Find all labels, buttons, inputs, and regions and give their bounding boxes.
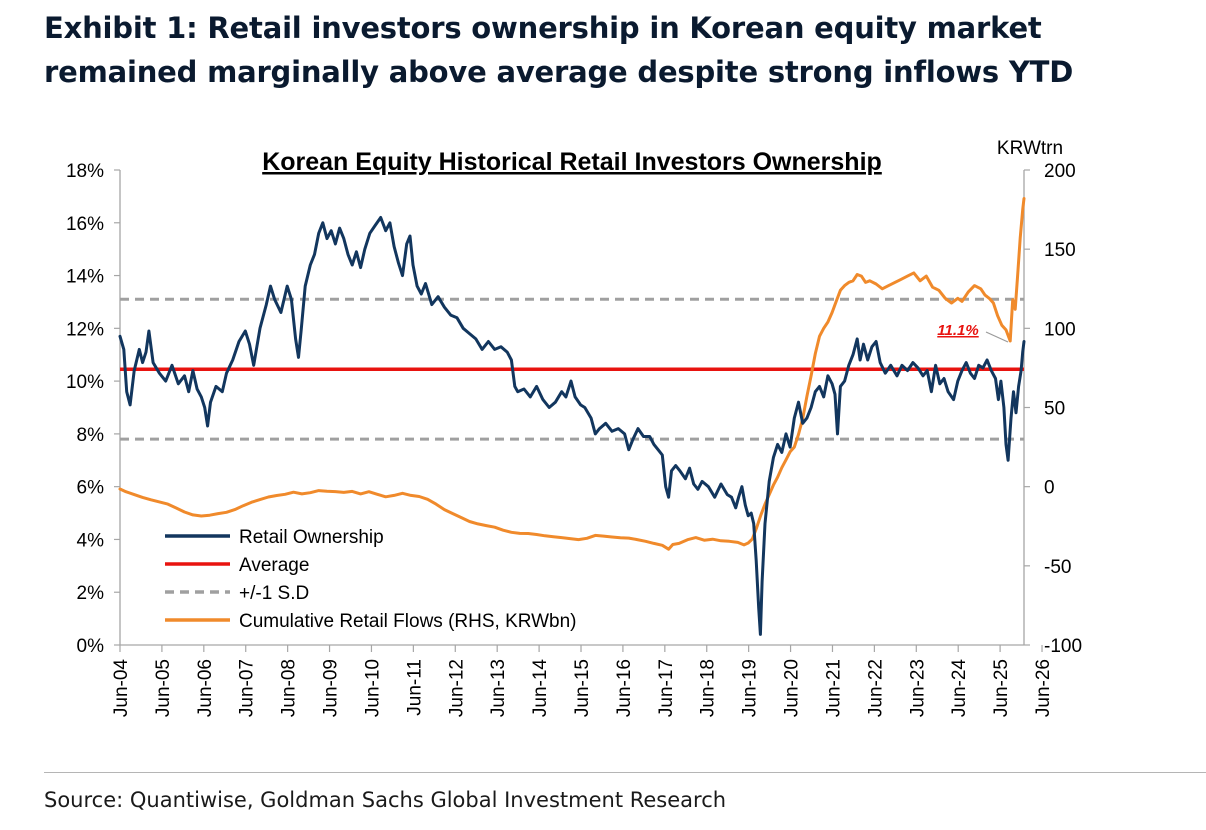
left-tick-label: 4% [77,530,105,551]
right-axis-unit-label: KRWtrn [997,138,1063,159]
x-tick-label: Jun-07 [237,659,258,717]
x-tick-label: Jun-11 [404,659,425,716]
left-tick-label: 0% [77,636,105,657]
legend-retail-label: Retail Ownership [239,527,384,548]
right-tick-label: 100 [1044,319,1076,340]
left-tick-label: 10% [66,372,104,393]
x-tick-label: Jun-22 [865,659,886,717]
right-tick-label: 0 [1044,478,1055,499]
x-tick-label: Jun-15 [572,659,593,717]
legend-average-label: Average [239,555,309,576]
legend-flows-label: Cumulative Retail Flows (RHS, KRWbn) [239,611,577,632]
left-tick-label: 18% [66,161,104,182]
source-note: Source: Quantiwise, Goldman Sachs Global… [44,788,727,812]
right-tick-label: 50 [1044,399,1065,420]
cumulative-flows-line [118,197,1026,551]
left-tick-label: 14% [66,267,104,288]
x-tick-label: Jun-13 [488,659,509,717]
x-tick-label: Jun-20 [782,659,803,717]
x-tick-label: Jun-06 [195,659,216,717]
x-tick-label: Jun-09 [321,659,342,717]
series-lines [118,197,1026,636]
left-tick-label: 8% [77,425,105,446]
x-tick-label: Jun-05 [153,659,174,717]
footer-divider [44,772,1206,773]
x-tick-label: Jun-26 [1033,659,1054,717]
x-tick-label: Jun-21 [823,659,844,717]
chart-title: Korean Equity Historical Retail Investor… [262,148,882,176]
right-tick-label: 200 [1044,161,1076,182]
exhibit-title: Exhibit 1: Retail investors ownership in… [44,11,1074,89]
x-tick-label: Jun-25 [991,659,1012,717]
x-tick-label: Jun-23 [907,659,928,717]
retail-ownership-chart: Korean Equity Historical Retail Investor… [66,138,1082,717]
x-tick-label: Jun-24 [949,659,970,718]
left-tick-label: 16% [66,214,104,235]
retail-ownership-line [118,216,1026,636]
right-tick-label: -100 [1044,636,1082,657]
x-tick-label: Jun-04 [111,659,132,718]
annotation-group: 11.1% [937,322,1009,343]
x-tick-label: Jun-19 [740,659,761,717]
right-tick-label: -50 [1044,557,1071,578]
legend: Retail Ownership Average +/-1 S.D Cumulativ… [165,527,577,632]
left-tick-label: 12% [66,319,104,340]
legend-sd-label: +/-1 S.D [239,583,309,604]
left-tick-label: 2% [77,583,105,604]
x-tick-label: Jun-18 [698,659,719,717]
reference-lines [120,297,1024,441]
left-tick-label: 6% [77,478,105,499]
x-tick-label: Jun-08 [279,659,300,717]
axes: 0% 2% 4% 6% 8% 10% 12% 14% 16% 18% -100 -50 0 50 100 15… [66,161,1082,717]
x-tick-label: Jun-14 [530,659,551,718]
latest-value-annotation: 11.1% [937,322,978,339]
x-tick-label: Jun-17 [656,659,677,717]
right-tick-label: 150 [1044,240,1076,261]
annotation-leader-line [985,331,1009,343]
x-tick-label: Jun-10 [362,659,383,717]
x-tick-label: Jun-16 [614,659,635,717]
x-tick-label: Jun-12 [446,659,467,717]
